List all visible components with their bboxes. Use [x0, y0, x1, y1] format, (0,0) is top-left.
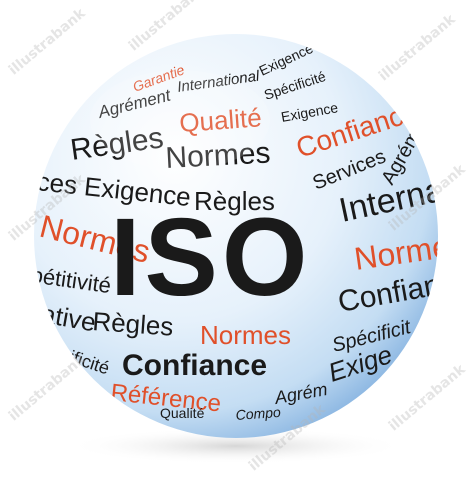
word-normes-3: Normes [200, 320, 291, 350]
word-qualite-bottom: Qualité [160, 405, 205, 421]
word-iso: ISO [110, 196, 312, 319]
word-compo: Compo [235, 404, 281, 423]
sphere-body [34, 34, 438, 438]
word-qualite-top: Qualité [178, 102, 262, 138]
word-confiance-bottom: Confiance [122, 349, 267, 382]
word-normes-1: Normes [165, 137, 272, 175]
sphere-shadow [66, 428, 406, 464]
word-regles-3: Règles [92, 306, 175, 342]
word-regles-2: Règles [194, 186, 275, 216]
sphere-highlight [90, 70, 270, 170]
